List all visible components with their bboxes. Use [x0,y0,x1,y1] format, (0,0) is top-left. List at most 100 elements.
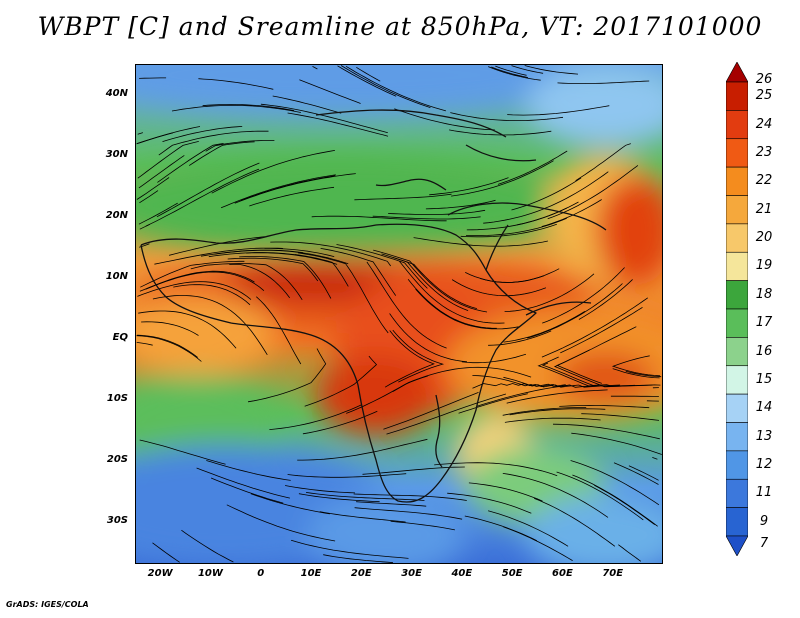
streamline [572,474,658,527]
streamline [503,310,586,343]
streamline [524,65,579,75]
streamline [537,356,661,387]
streamline [612,368,660,379]
streamline [139,77,167,79]
colorbar-tick-label: 26 [755,72,773,87]
lat-tick-label: 20S [106,454,128,466]
streamline [386,393,507,435]
streamline [214,249,349,265]
streamline [156,162,260,218]
streamline [503,526,573,561]
streamline [211,150,335,194]
streamline [140,260,245,288]
streamline [541,297,649,358]
streamline [173,284,251,306]
streamline [625,370,662,378]
streamline [138,310,237,349]
streamline [429,177,509,196]
streamline [139,224,150,230]
streamline [458,393,528,414]
streamline [461,353,527,364]
streamline [389,313,468,363]
streamline [628,465,659,481]
streamline [337,65,397,97]
streamline [205,140,275,152]
streamline [575,143,631,182]
lat-tick-label: EQ [112,332,128,344]
colorbar-tick-label: 23 [755,144,773,160]
streamline [287,112,389,137]
streamline [169,236,265,256]
streamline [138,202,178,225]
colorbar-tick-label: 11 [755,485,773,501]
colorbar-tick-label: 18 [755,286,773,302]
streamline [447,492,532,514]
streamline [290,539,409,559]
streamline [472,375,566,387]
streamline [311,215,447,222]
coastline-borders [140,109,607,503]
streamline [298,493,380,503]
colorbar-tick-label: 25 [755,88,773,104]
streamline [503,376,621,388]
lon-tick-label: 70E [602,568,624,579]
streamline [398,260,505,324]
streamline [483,171,609,224]
streamline [552,423,660,440]
streamline [188,141,255,166]
streamline [652,457,658,460]
streamline [511,177,582,211]
streamline [366,261,447,349]
streamline [507,105,610,116]
streamline [465,217,567,237]
streamline [611,355,661,377]
streamline [272,95,342,114]
streamline [407,279,497,329]
streamline [320,248,397,296]
streamline [415,288,519,330]
streamline [196,467,290,499]
streamline [227,257,319,282]
colorbar-tick-label: 22 [755,173,773,189]
streamline [557,80,650,84]
lon-tick-label: 10W [197,568,223,579]
streamline [312,66,318,70]
streamline [451,160,554,197]
streamline [287,473,407,478]
streamline [302,410,378,435]
colorbar-tick-label: 19 [755,258,773,274]
streamline [285,485,356,494]
streamline [297,438,428,461]
streamline [556,471,644,521]
grads-credit: GrADS: IGES/COLA [6,600,89,609]
colorbar-tick-label: 14 [755,400,773,416]
streamline [451,279,547,297]
streamline [202,104,295,111]
lon-tick-label: 30E [401,568,422,579]
lon-tick-label: 10E [300,568,322,579]
streamline [559,404,650,409]
streamline [356,501,427,507]
streamline [190,263,303,301]
streamline [162,126,243,142]
streamline [152,295,268,356]
streamline [388,209,486,215]
streamline [383,392,479,430]
streamline [220,174,336,209]
streamline [581,413,660,421]
streamline [249,186,335,207]
colorbar-tick-label: 20 [755,230,773,246]
streamline [413,237,548,247]
streamline [372,215,481,220]
colorbar-tick-label: 17 [755,315,773,331]
streamline [434,462,558,477]
streamline [504,273,595,312]
streamline [381,253,469,311]
streamline [497,150,568,185]
colorbar [726,62,748,556]
streamline [509,408,606,416]
streamline [323,554,394,563]
streamline [571,432,662,455]
streamline [533,498,616,547]
streamline [578,279,633,320]
